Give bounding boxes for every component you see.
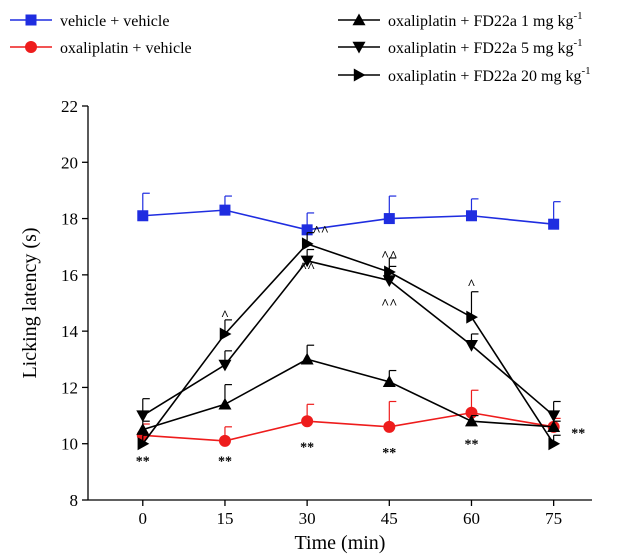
legend-marker — [353, 68, 366, 82]
x-tick-label: 15 — [216, 509, 233, 528]
data-point — [136, 423, 150, 435]
x-axis-title: Time (min) — [295, 532, 386, 554]
series-vv — [137, 192, 561, 236]
data-point — [301, 415, 314, 428]
legend-label: oxaliplatin + FD22a 5 mg kg-1 — [388, 37, 583, 57]
data-point — [548, 218, 560, 230]
legend-label: oxaliplatin + FD22a 1 mg kg-1 — [388, 10, 583, 30]
y-tick-label: 16 — [61, 266, 78, 285]
annotation: ^ — [221, 308, 229, 323]
legend-item-ov: oxaliplatin + vehicle — [10, 40, 192, 57]
legend-item-f1: oxaliplatin + FD22a 1 mg kg-1 — [338, 10, 583, 30]
data-point — [384, 265, 396, 279]
data-point — [218, 434, 231, 447]
annotation: ** — [218, 455, 232, 470]
data-point — [465, 210, 477, 222]
data-point — [466, 310, 478, 324]
legend-marker — [352, 13, 366, 26]
data-point — [219, 327, 232, 341]
data-point — [383, 420, 396, 433]
y-tick-label: 14 — [61, 322, 79, 341]
data-point — [464, 414, 478, 427]
data-point — [548, 437, 561, 451]
legend-label: oxaliplatin + FD22a 20 mg kg-1 — [388, 65, 591, 85]
legend-marker — [352, 41, 366, 54]
series-f20 — [137, 232, 561, 451]
x-tick-label: 60 — [463, 509, 480, 528]
y-tick-label: 18 — [61, 210, 78, 229]
data-point — [382, 375, 396, 387]
legend-item-f5: oxaliplatin + FD22a 5 mg kg-1 — [338, 37, 583, 57]
series-line — [142, 209, 554, 231]
y-tick-label: 10 — [61, 435, 78, 454]
data-point — [547, 410, 561, 423]
y-axis-title: Licking latency (s) — [19, 227, 41, 378]
data-point — [136, 410, 150, 423]
axes: 8 10 12 14 16 18 20 22 0 15 30 45 60 75 — [61, 97, 592, 528]
annotations: ** **** ******^^^^^^^^^^ — [136, 224, 586, 470]
legend-label: oxaliplatin + vehicle — [60, 40, 192, 57]
annotation: ^^ — [381, 249, 397, 264]
y-tick-label: 8 — [70, 491, 79, 510]
series-f5 — [136, 248, 561, 423]
series-ov — [136, 389, 561, 447]
series-line — [142, 259, 555, 417]
data-point — [137, 210, 149, 222]
annotation: ^^ — [299, 260, 315, 275]
y-tick-label: 20 — [61, 153, 78, 172]
data-point — [218, 359, 232, 372]
legend-marker — [25, 41, 37, 53]
x-tick-label: 0 — [139, 509, 148, 528]
data-point — [137, 437, 150, 451]
legend-marker — [25, 14, 37, 26]
legend-item-f20: oxaliplatin + FD22a 20 mg kg-1 — [338, 65, 591, 85]
data-point — [382, 275, 396, 287]
y-tick-label: 12 — [61, 378, 78, 397]
annotation: ** — [571, 426, 585, 441]
data-point — [300, 352, 314, 365]
series-line — [142, 411, 554, 442]
data-point — [300, 255, 314, 268]
legend: vehicle + vehicle oxaliplatin + vehicle ox… — [10, 10, 591, 85]
x-tick-label: 45 — [381, 509, 398, 528]
x-tick-label: 75 — [545, 509, 562, 528]
annotation: ** — [464, 438, 478, 453]
annotation: ^^ — [381, 297, 397, 312]
annotation: ** — [300, 441, 314, 456]
data-point — [547, 420, 561, 433]
series-f1 — [136, 344, 561, 435]
data-point — [219, 204, 231, 216]
legend-item-vv: vehicle + vehicle — [10, 13, 169, 30]
data-point — [301, 237, 314, 251]
plot-area: ** **** ******^^^^^^^^^^ — [136, 192, 586, 470]
annotation: ^^ — [313, 224, 329, 239]
y-tick-label: 22 — [61, 97, 78, 116]
annotation: ^ — [467, 277, 475, 292]
data-point — [383, 213, 395, 225]
legend-label: vehicle + vehicle — [60, 13, 169, 30]
x-tick-label: 30 — [299, 509, 316, 528]
annotation: ** — [382, 446, 396, 461]
series-line — [142, 242, 555, 445]
data-point — [218, 397, 232, 410]
data-point — [464, 340, 478, 352]
series-line — [142, 358, 554, 431]
annotation: ** — [136, 455, 150, 470]
data-point — [301, 224, 313, 236]
